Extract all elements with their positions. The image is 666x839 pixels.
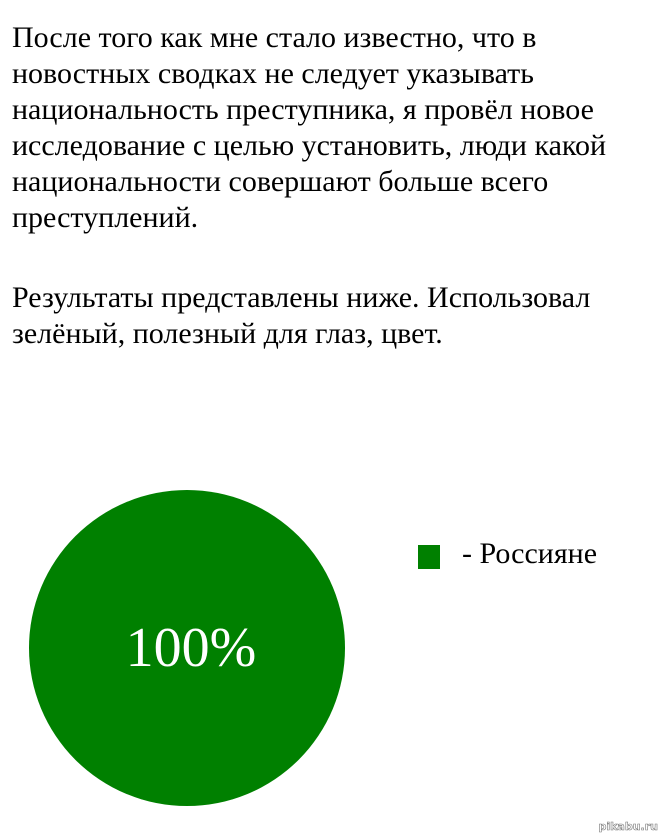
watermark: pikabu.ru (598, 820, 658, 834)
legend-label: - Россияне (462, 537, 598, 570)
legend-swatch (418, 545, 440, 569)
slice-label-0: 100% (126, 617, 257, 679)
pie-slice-0 (29, 490, 345, 806)
intro-paragraph: После того как мне стало известно, что в… (12, 21, 606, 234)
pie-chart: 100% (29, 490, 345, 806)
results-paragraph: Результаты представлены ниже. Использова… (12, 281, 591, 350)
